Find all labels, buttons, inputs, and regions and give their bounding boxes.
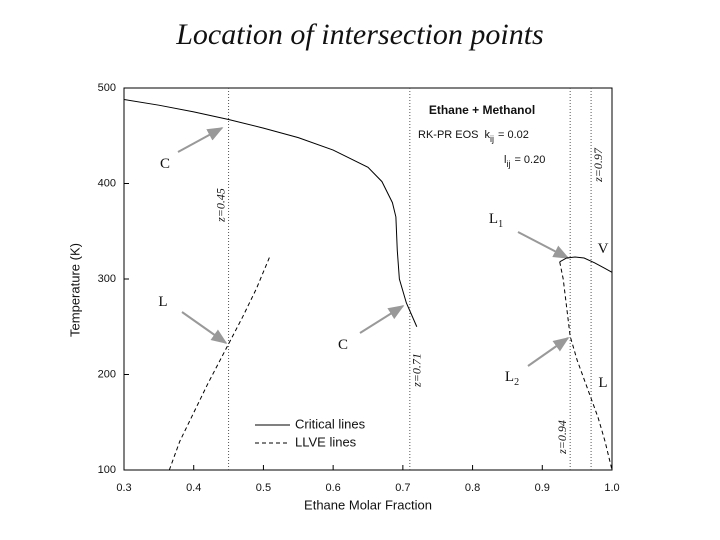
l-value: = 0.20 (514, 154, 545, 166)
annotation: L1 (489, 211, 503, 230)
annotation-text: L (158, 294, 167, 310)
arrow (181, 311, 228, 344)
y-tick-label: 100 (98, 464, 116, 476)
reference-label: z=0.71 (410, 353, 424, 388)
l-sub: ij (506, 159, 510, 169)
annotation-text: L (598, 375, 607, 391)
series-line (168, 254, 271, 471)
slide-title: Location of intersection points (175, 18, 544, 51)
annotation-text: C (160, 156, 170, 172)
x-tick-label: 0.7 (395, 482, 410, 494)
y-tick-label: 300 (98, 273, 116, 285)
annotation: C (338, 337, 348, 353)
l-symbol: l (504, 154, 506, 166)
annotation-text: V (598, 241, 609, 257)
series-line (123, 98, 418, 327)
annotation: C (160, 156, 170, 172)
reference-label: z=0.94 (555, 420, 569, 455)
legend-label: Critical lines (295, 416, 366, 431)
y-tick-label: 200 (98, 368, 116, 380)
x-tick-label: 0.6 (325, 482, 340, 494)
reference-label: z=0.45 (213, 188, 227, 223)
x-tick-label: 0.5 (256, 482, 271, 494)
annotation-text: C (338, 337, 348, 353)
x-tick-label: 0.3 (116, 482, 131, 494)
annotation: V (598, 241, 609, 257)
legend: Critical lines LLVE lines (255, 416, 366, 449)
arrow (177, 127, 224, 153)
annotation-sub: 2 (514, 377, 519, 388)
annotation-sub: 1 (498, 219, 503, 230)
inset-title: Ethane + Methanol (429, 103, 535, 117)
annotation-text: L (505, 369, 514, 385)
arrows (177, 127, 570, 367)
y-tick-label: 500 (98, 82, 116, 94)
y-axis-label: Temperature (K) (67, 243, 82, 337)
k-value: = 0.02 (498, 129, 529, 141)
k-sub: ij (490, 134, 494, 144)
arrow (517, 231, 570, 259)
series-line (559, 261, 613, 471)
annotation: L2 (505, 369, 519, 388)
reference-label: z=0.97 (591, 147, 605, 183)
annotation-text: L (489, 211, 498, 227)
plot-frame (123, 87, 613, 471)
k-symbol: k (485, 129, 491, 141)
annotation: L (158, 294, 167, 310)
x-tick-label: 0.4 (186, 482, 201, 494)
x-tick-label: 1.0 (604, 482, 619, 494)
arrow (359, 305, 405, 334)
eos-name: RK-PR EOS (418, 129, 479, 141)
annotation: L (598, 375, 607, 391)
x-tick-label: 0.9 (535, 482, 550, 494)
y-tick-label: 400 (98, 177, 116, 189)
inset-l: lij = 0.20 (504, 154, 545, 169)
arrow (527, 337, 570, 367)
x-axis-label: Ethane Molar Fraction (304, 497, 432, 512)
legend-label: LLVE lines (295, 434, 357, 449)
inset-eos: RK-PR EOS kij = 0.02 (418, 129, 529, 144)
series-line (559, 256, 613, 273)
x-tick-label: 0.8 (465, 482, 480, 494)
